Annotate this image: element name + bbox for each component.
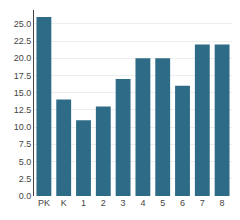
- svg-text:4: 4: [140, 198, 145, 208]
- svg-text:22.5: 22.5: [14, 36, 32, 46]
- svg-text:K: K: [61, 198, 67, 208]
- svg-text:6: 6: [180, 198, 185, 208]
- svg-text:8: 8: [220, 198, 225, 208]
- svg-text:20.0: 20.0: [14, 53, 32, 63]
- svg-text:2.5: 2.5: [19, 174, 32, 184]
- svg-text:2: 2: [101, 198, 106, 208]
- svg-text:25.0: 25.0: [14, 19, 32, 29]
- svg-text:12.5: 12.5: [14, 105, 32, 115]
- svg-text:7: 7: [200, 198, 205, 208]
- svg-text:1: 1: [81, 198, 86, 208]
- svg-text:17.5: 17.5: [14, 71, 32, 81]
- svg-text:5.0: 5.0: [19, 157, 32, 167]
- svg-text:15.0: 15.0: [14, 88, 32, 98]
- svg-text:0.0: 0.0: [19, 191, 32, 201]
- svg-text:5: 5: [160, 198, 165, 208]
- svg-text:7.5: 7.5: [19, 139, 32, 149]
- svg-text:3: 3: [121, 198, 126, 208]
- svg-text:10.0: 10.0: [14, 122, 32, 132]
- svg-text:PK: PK: [38, 198, 50, 208]
